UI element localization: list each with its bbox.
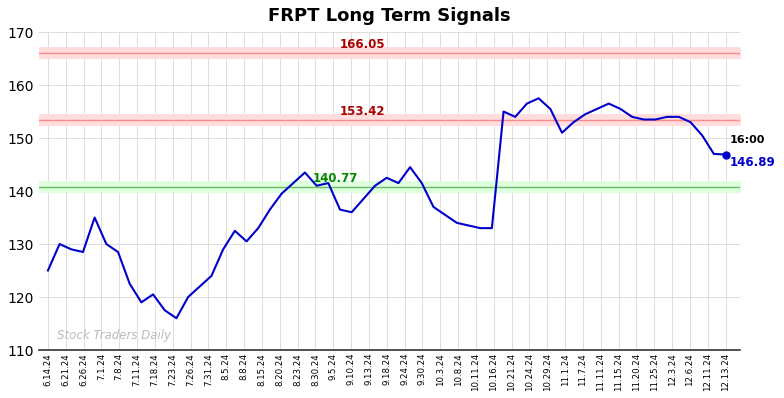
Title: FRPT Long Term Signals: FRPT Long Term Signals (268, 7, 510, 25)
Text: 16:00: 16:00 (730, 135, 765, 145)
Text: 140.77: 140.77 (312, 172, 358, 185)
Text: 166.05: 166.05 (340, 38, 386, 51)
Point (719, 151, 731, 158)
Text: Stock Traders Daily: Stock Traders Daily (56, 329, 171, 342)
Text: 146.89: 146.89 (730, 156, 775, 169)
Text: 153.42: 153.42 (340, 105, 386, 118)
